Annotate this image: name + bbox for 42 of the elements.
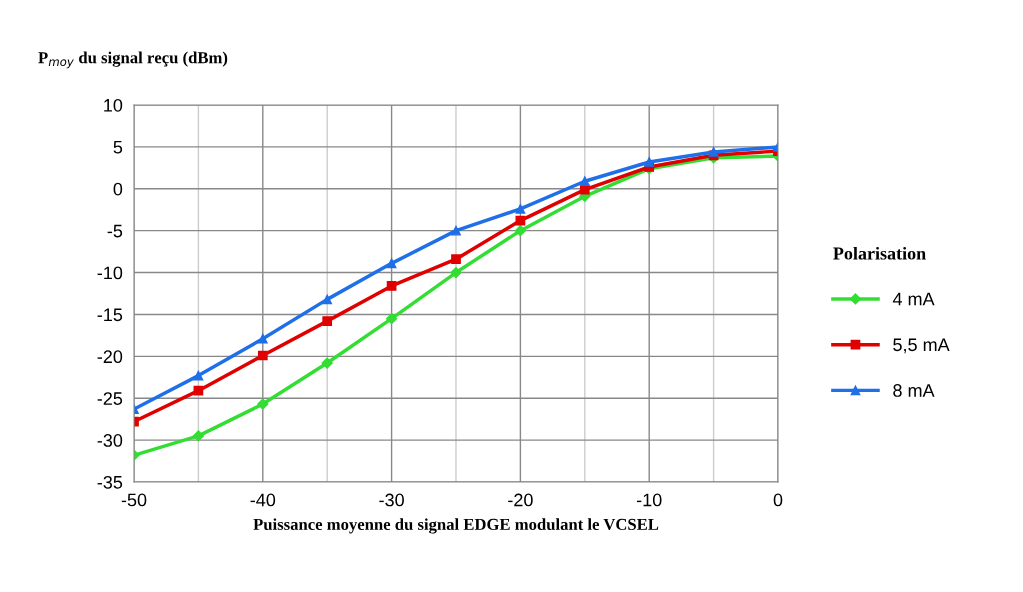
x-tick-label: -40	[250, 493, 276, 507]
point	[257, 398, 269, 410]
y-tick-label: 0	[113, 182, 123, 196]
legend-label: 8 mA	[893, 384, 935, 397]
point	[451, 225, 461, 236]
y-tick-label: 5	[113, 141, 123, 154]
y-tick-label: -5	[107, 224, 123, 238]
point	[451, 254, 461, 265]
point	[322, 316, 333, 327]
point	[193, 370, 204, 381]
y-tick-label: -15	[97, 308, 123, 322]
point	[386, 281, 397, 291]
y-tick-label: -30	[97, 434, 123, 447]
point	[514, 225, 527, 237]
point	[450, 266, 462, 279]
point	[708, 147, 719, 157]
point	[322, 294, 333, 305]
point	[385, 313, 398, 325]
legend-label: 5,5 mA	[893, 338, 950, 354]
x-axis-title: Puissance moyenne du signal EDGE modulant le VCSEL	[253, 518, 659, 534]
x-tick-label: -50	[121, 493, 147, 507]
y-axis-title: P$_{moy}$ du signal reçu (dBm)	[38, 51, 228, 69]
y-tick-label: 10	[104, 98, 123, 112]
point	[321, 357, 333, 369]
point	[192, 430, 205, 442]
legend-label: 4 mA	[892, 292, 935, 306]
x-tick-label: 0	[773, 493, 783, 507]
point	[257, 350, 268, 361]
legend-title: Polarisation	[833, 246, 926, 260]
y-tick-label: -20	[97, 350, 123, 364]
x-tick-label: -10	[636, 493, 662, 507]
y-tick-label: -35	[97, 475, 123, 489]
point	[579, 176, 590, 187]
y-tick-label: -25	[97, 392, 123, 405]
point	[644, 157, 655, 167]
x-tick-label: -30	[379, 493, 404, 507]
x-tick-label: -20	[508, 493, 533, 507]
y-tick-label: -10	[97, 266, 123, 280]
point	[257, 333, 268, 344]
point	[193, 385, 204, 396]
point	[515, 204, 526, 214]
point	[386, 258, 397, 269]
